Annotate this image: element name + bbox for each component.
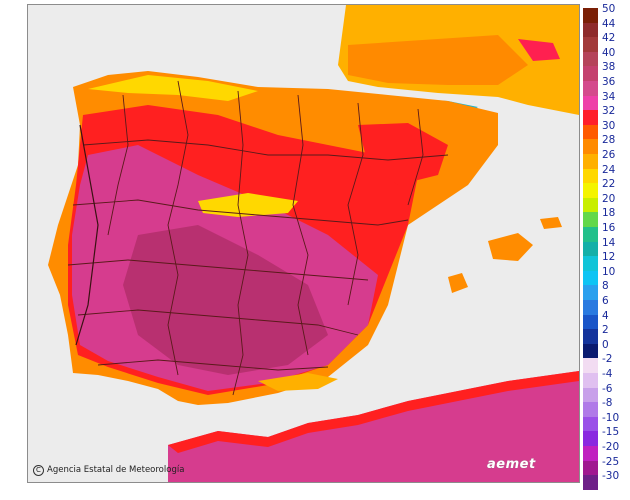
- legend-tick-label: 0: [602, 338, 609, 351]
- aemet-logo: aemet: [487, 457, 536, 472]
- legend-tick-label: -6: [602, 382, 613, 395]
- legend-tick-label: -8: [602, 397, 613, 410]
- legend-tick-label: 36: [602, 76, 616, 88]
- iberia-extreme-zone: [123, 225, 328, 375]
- legend-swatch: [583, 241, 598, 257]
- legend-swatch: [583, 168, 598, 184]
- legend-tick-label: -15: [602, 426, 620, 439]
- rhone-hot: [518, 39, 560, 61]
- legend-tick-label: -10: [602, 411, 620, 424]
- legend-tick-label: 40: [602, 46, 616, 59]
- menorca: [540, 217, 562, 229]
- legend-swatch: [583, 314, 598, 330]
- legend-swatch: [583, 446, 598, 461]
- legend-swatch: [583, 95, 598, 111]
- temperature-legend: 50 44 42 40 38 36 34 32 30 28 26 24 22 20 18 16 14 12 10 8 6…: [583, 4, 629, 494]
- legend-tick-label: 34: [602, 90, 616, 103]
- legend-tick-label: 26: [602, 149, 616, 161]
- legend-swatch: [583, 256, 598, 271]
- legend-swatch: [583, 227, 598, 242]
- mallorca: [488, 233, 533, 261]
- legend-swatch: [583, 285, 598, 300]
- sierra-nevada-cool: [258, 373, 338, 391]
- north-africa-coast-warm: [168, 371, 579, 453]
- legend-swatch: [583, 431, 598, 446]
- temperature-map: [27, 4, 580, 483]
- legend-tick-label: 50: [602, 3, 616, 15]
- map-canvas: [28, 5, 579, 482]
- legend-swatch: [583, 373, 598, 388]
- legend-swatch: [583, 358, 598, 373]
- legend-swatch: [583, 212, 598, 227]
- legend-tick-label: 18: [602, 207, 616, 220]
- agency-name: Agencia Estatal de Meteorología: [47, 465, 185, 475]
- legend-tick-label: 22: [602, 178, 616, 191]
- legend-tick-label: 24: [602, 163, 616, 176]
- legend-tick-label: 16: [602, 222, 616, 234]
- legend-swatch: [583, 81, 598, 96]
- legend-swatch: [583, 37, 598, 52]
- legend-tick-label: 14: [602, 236, 616, 249]
- legend-swatch: [583, 66, 598, 81]
- legend-swatch: [583, 329, 598, 344]
- legend-tick-label: -20: [602, 441, 620, 453]
- central-range-cool: [198, 193, 298, 217]
- legend-tick-label: 20: [602, 192, 616, 205]
- legend-swatch: [583, 416, 598, 432]
- legend-swatch: [583, 270, 598, 286]
- legend-tick-label: 12: [602, 251, 616, 264]
- north-africa-landmass: [168, 371, 579, 482]
- legend-swatch: [583, 197, 598, 213]
- legend-tick-label: -25: [602, 455, 620, 468]
- legend-tick-label: -30: [602, 470, 620, 483]
- legend-swatch: [583, 51, 598, 67]
- legend-swatch: [583, 460, 598, 476]
- legend-tick-label: 44: [602, 17, 616, 30]
- legend-tick-label: 42: [602, 32, 616, 45]
- france-hot-area: [348, 35, 528, 85]
- agency-credit: C Agencia Estatal de Meteorología: [33, 465, 184, 476]
- ebro-hot: [358, 123, 448, 185]
- legend-swatch: [583, 343, 598, 359]
- legend-swatch: [583, 183, 598, 198]
- legend-swatch: [583, 154, 598, 169]
- legend-tick-label: -2: [602, 353, 613, 366]
- legend-tick-label: 28: [602, 134, 616, 147]
- legend-swatch: [583, 8, 598, 23]
- legend-tick-label: 30: [602, 119, 616, 132]
- legend-swatch: [583, 139, 598, 154]
- legend-swatch: [583, 387, 598, 403]
- legend-tick-label: 2: [602, 324, 609, 337]
- legend-swatch: [583, 110, 598, 125]
- copyright-icon: C: [33, 465, 44, 476]
- legend-tick-label: 38: [602, 61, 616, 74]
- legend-swatch: [583, 475, 598, 490]
- legend-tick-label: 32: [602, 105, 616, 118]
- ibiza: [448, 273, 468, 293]
- legend-tick-label: 6: [602, 295, 609, 307]
- legend-swatch: [583, 124, 598, 140]
- legend-swatch: [583, 22, 598, 38]
- legend-tick-label: -4: [602, 368, 613, 380]
- north-coast-cool: [88, 75, 258, 101]
- legend-tick-label: 10: [602, 265, 616, 278]
- legend-swatch: [583, 300, 598, 315]
- province-borders: [67, 80, 449, 396]
- legend-tick-label: 4: [602, 309, 609, 322]
- legend-swatch: [583, 402, 598, 417]
- legend-tick-label: 8: [602, 280, 609, 293]
